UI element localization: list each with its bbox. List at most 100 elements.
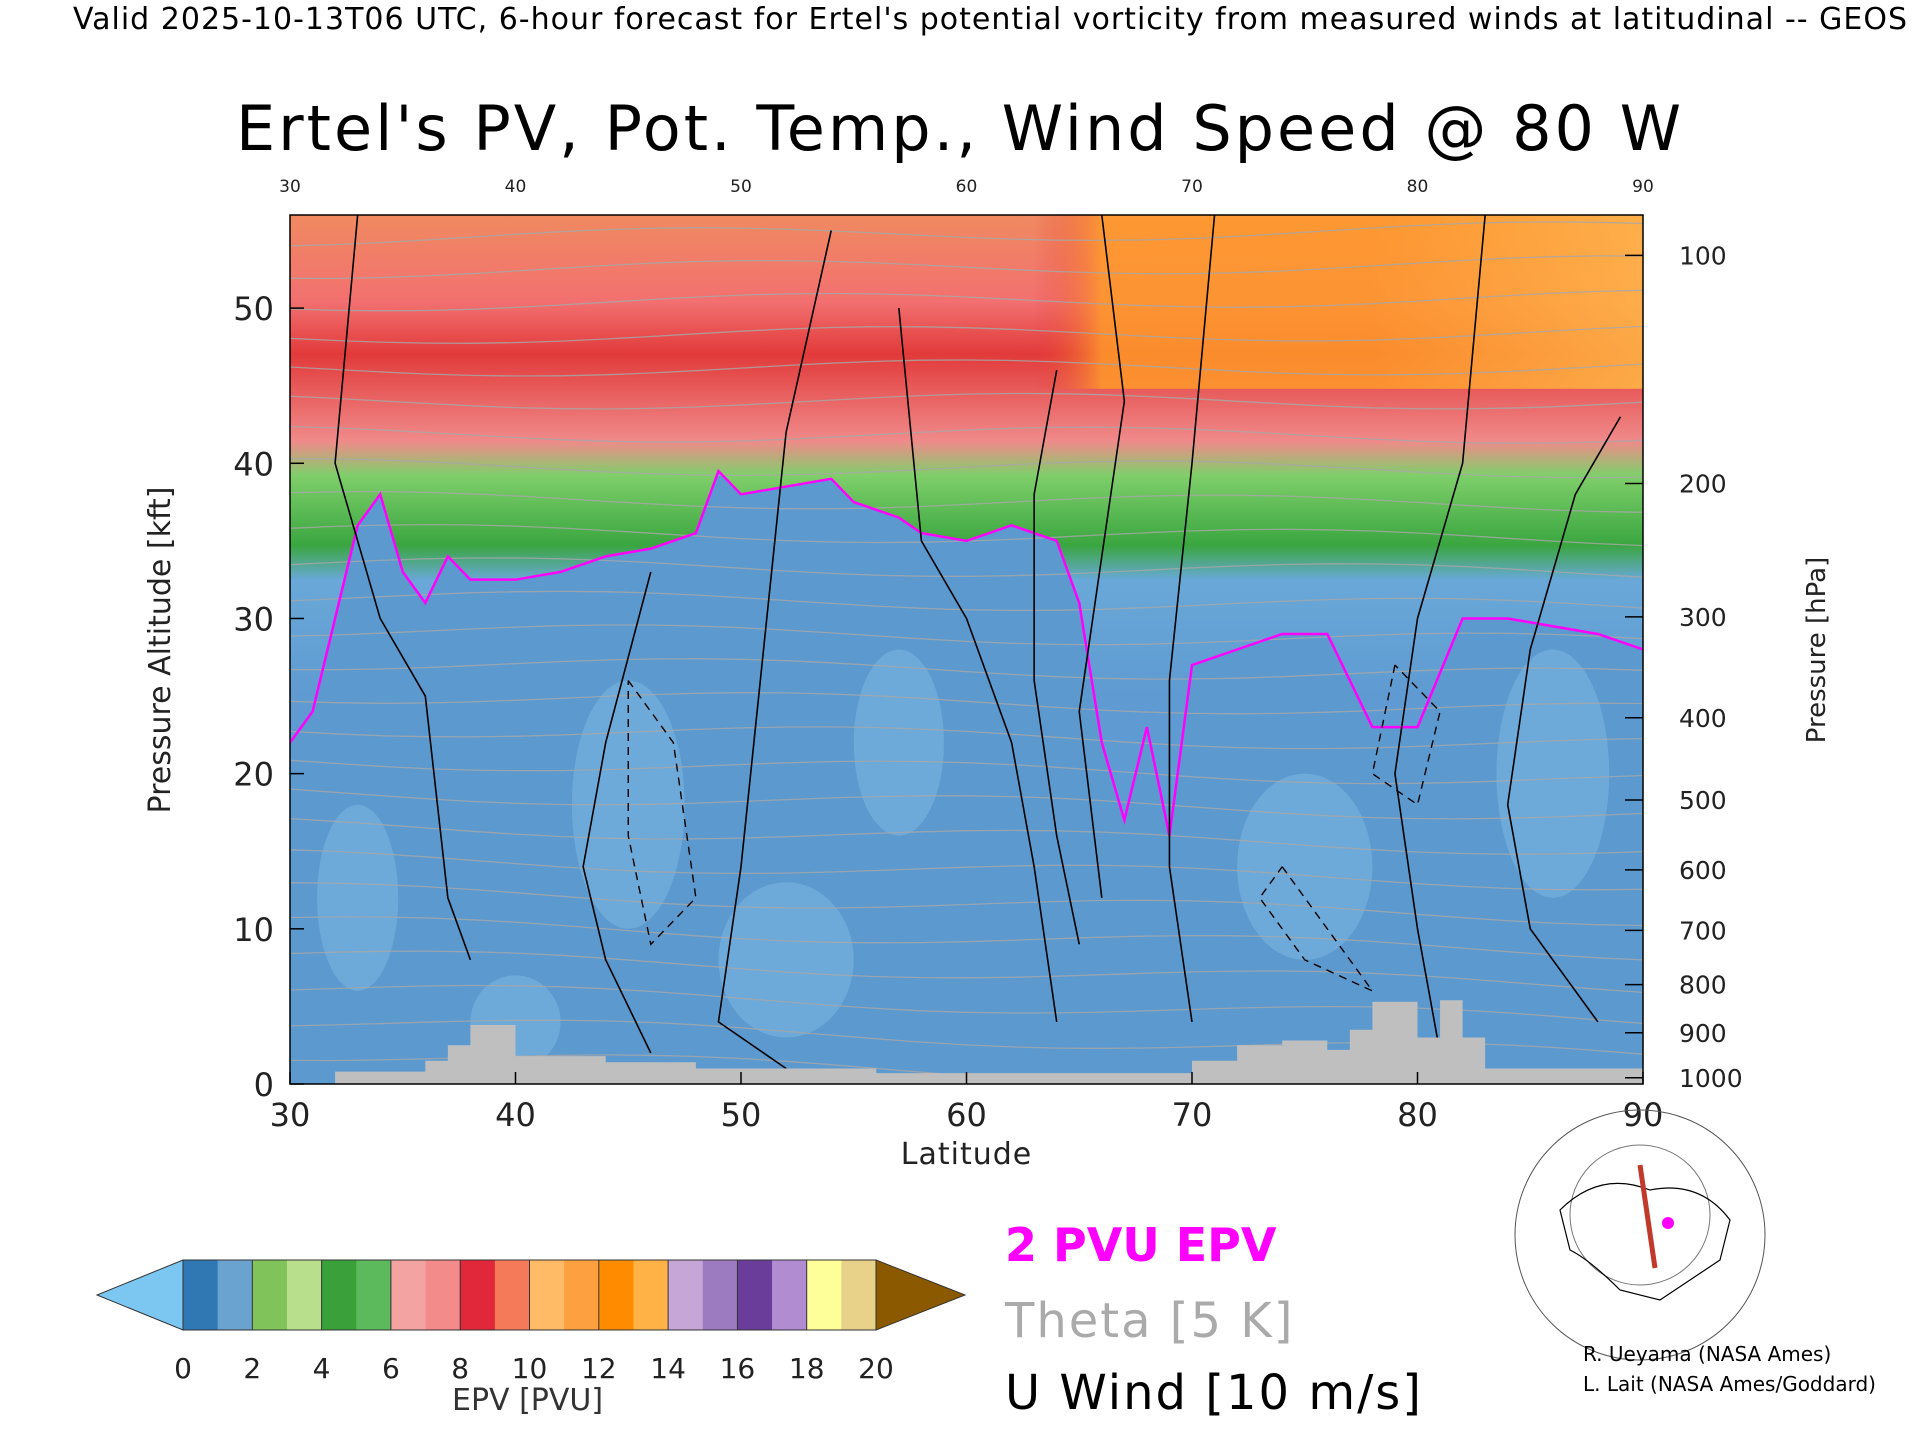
- pressure-tick-label: 200: [1679, 469, 1727, 498]
- colorbar-segment: [321, 1260, 357, 1330]
- colorbar-segment: [772, 1260, 808, 1330]
- top-tick-label: 50: [730, 177, 752, 197]
- theta-contour: [290, 692, 1643, 715]
- low-pv-patch: [317, 804, 399, 991]
- u-wind-contour: [1394, 215, 1486, 1054]
- colorbar-segment: [633, 1260, 669, 1330]
- credit-lait: L. Lait (NASA Ames/Goddard): [1583, 1372, 1876, 1396]
- low-pv-patch: [853, 649, 944, 836]
- colorbar-segment: [286, 1260, 323, 1330]
- top-tick-label: 80: [1407, 177, 1429, 197]
- colorbar-tick-label: 10: [512, 1352, 548, 1385]
- theta-contour: [290, 590, 1643, 612]
- theta-contour: [290, 658, 1643, 680]
- colorbar-segment: [702, 1260, 738, 1330]
- theta-contour: [290, 818, 1643, 855]
- legend-theta: Theta [5 K]: [1005, 1293, 1295, 1349]
- pressure-axis-title: Pressure [hPa]: [1802, 557, 1832, 744]
- pv2-contour: [290, 468, 1643, 836]
- u-wind-negative-contour: [1371, 664, 1441, 806]
- pressure-tick-label: 1000: [1679, 1064, 1743, 1093]
- theta-contour: [290, 788, 1643, 820]
- colorbar-segment: [806, 1260, 842, 1330]
- cross-section-path: [1637, 1164, 1658, 1269]
- top-tick-label: 40: [505, 177, 527, 197]
- theta-contour: [290, 458, 1643, 479]
- u-wind-contour: [582, 571, 652, 1054]
- plot-area: [290, 215, 1643, 1084]
- colorbar-segment: [217, 1260, 253, 1330]
- theta-contour: [290, 916, 1643, 961]
- colorbar-segment: [356, 1260, 392, 1330]
- map-marker: [1662, 1217, 1674, 1229]
- u-wind-contour: [717, 230, 832, 1070]
- colorbar-max-arrow: [875, 1259, 967, 1331]
- theta-contour: [290, 325, 1643, 344]
- theta-contour: [290, 425, 1643, 444]
- x-tick-label: 30: [270, 1096, 311, 1134]
- colorbar-segment: [668, 1260, 704, 1330]
- colorbar-segment: [841, 1260, 877, 1330]
- colorbar-segment: [737, 1260, 773, 1330]
- pressure-tick-label: 700: [1679, 916, 1727, 945]
- colorbar-tick-label: 18: [789, 1352, 825, 1385]
- theta-contour: [290, 759, 1643, 785]
- colorbar-tick-label: 20: [858, 1352, 894, 1385]
- colorbar-segment: [494, 1260, 530, 1330]
- theta-contour: [290, 882, 1643, 927]
- u-wind-contour: [1506, 416, 1622, 1023]
- colorbar-min-arrow: [95, 1259, 184, 1331]
- legend-u-wind: U Wind [10 m/s]: [1005, 1365, 1424, 1421]
- x-tick-label: 60: [946, 1096, 987, 1134]
- colorbar-segment: [252, 1260, 288, 1330]
- colorbar-tick-label: 2: [243, 1352, 261, 1385]
- theta-contour: [290, 289, 1643, 312]
- epv-upper-stratosphere: [290, 215, 1643, 389]
- credit-ueyama: R. Ueyama (NASA Ames): [1583, 1342, 1832, 1366]
- theta-contour: [290, 557, 1643, 578]
- locator-map: [1514, 1109, 1766, 1361]
- pressure-tick-label: 500: [1679, 786, 1727, 815]
- low-pv-patch: [1237, 773, 1373, 960]
- y-tick-label: 40: [233, 445, 274, 483]
- colorbar-segment: [390, 1260, 427, 1330]
- theta-contour: [290, 392, 1643, 410]
- y-tick-label: 50: [233, 290, 274, 328]
- x-tick-label: 80: [1397, 1096, 1438, 1134]
- pressure-tick-label: 900: [1679, 1019, 1727, 1048]
- u-wind-negative-contour: [1258, 866, 1375, 993]
- map-coastline: [1559, 1182, 1731, 1301]
- colorbar-segment: [598, 1260, 634, 1330]
- x-tick-label: 40: [495, 1096, 536, 1134]
- pressure-tick-label: 800: [1679, 971, 1727, 1000]
- top-tick-label: 70: [1181, 177, 1203, 197]
- colorbar-label: EPV [PVU]: [452, 1383, 604, 1418]
- u-wind-contour: [1078, 215, 1126, 898]
- theta-contour: [290, 221, 1643, 247]
- y-tick-label: 10: [233, 911, 274, 949]
- colorbar-tick-label: 0: [174, 1352, 192, 1385]
- theta-contour: [290, 359, 1643, 377]
- top-tick-label: 60: [956, 177, 978, 197]
- pressure-tick-label: 300: [1679, 603, 1727, 632]
- pressure-tick-label: 600: [1679, 856, 1727, 885]
- legend-pv2-epv: 2 PVU EPV: [1005, 1218, 1277, 1272]
- y-axis-title: Pressure Altitude [kft]: [143, 487, 178, 814]
- u-wind-contour: [898, 308, 1058, 1023]
- top-tick-label: 90: [1632, 177, 1654, 197]
- map-graticule: [1569, 1144, 1711, 1286]
- low-pv-patch: [718, 882, 854, 1038]
- colorbar-segment: [183, 1260, 219, 1330]
- y-tick-label: 0: [254, 1066, 274, 1104]
- top-tick-label: 30: [279, 177, 301, 197]
- theta-contour: [290, 849, 1643, 891]
- colorbar-tick-label: 14: [650, 1352, 686, 1385]
- u-wind-negative-contour: [627, 680, 697, 946]
- map-graticule: [1514, 1109, 1766, 1361]
- colorbar-segment: [529, 1260, 565, 1330]
- y-tick-label: 30: [233, 600, 274, 638]
- legend-area: 0 2 4 6 8 10 12 14 16 18 20: [95, 1109, 1766, 1385]
- u-wind-contour: [1168, 215, 1216, 1023]
